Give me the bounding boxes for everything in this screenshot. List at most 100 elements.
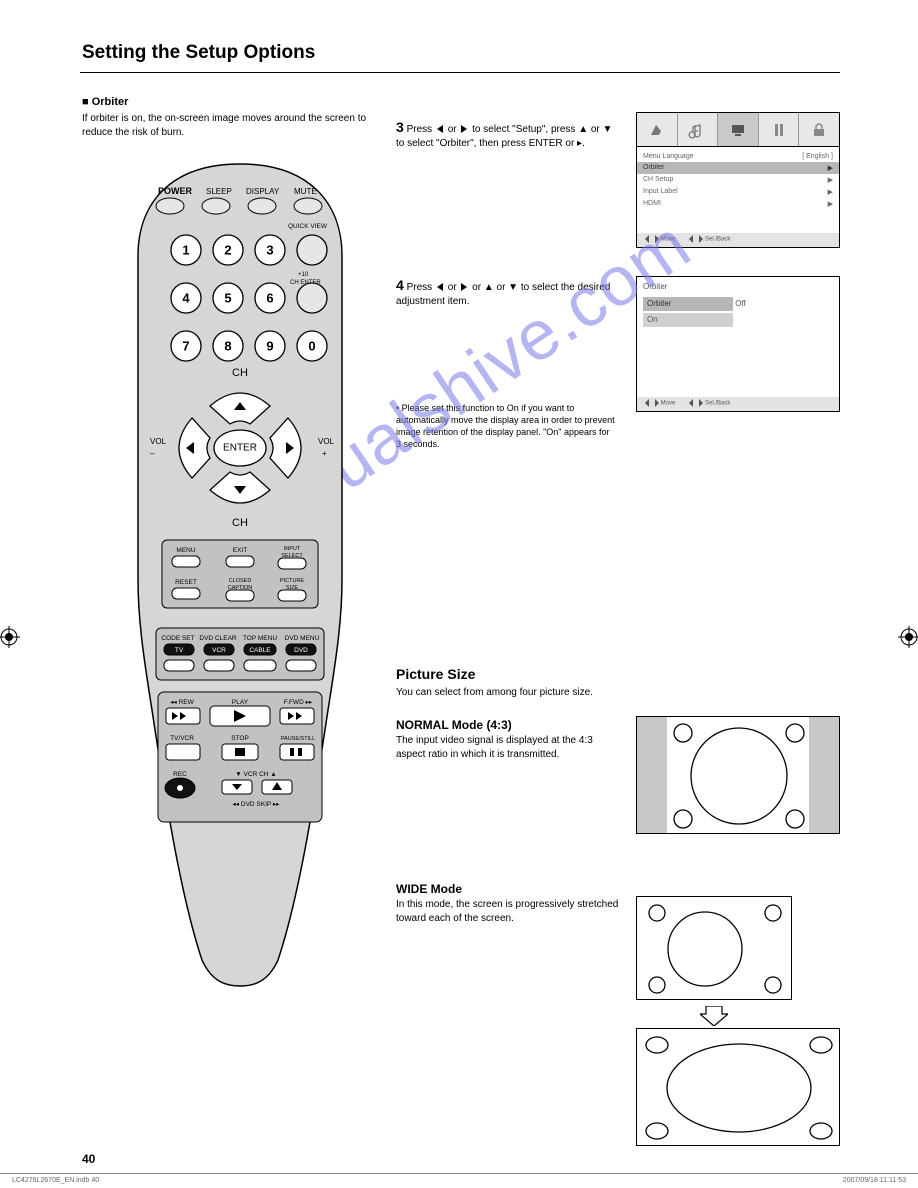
- picture-size-button[interactable]: [278, 590, 306, 601]
- exit-label: EXIT: [233, 547, 247, 554]
- vcrch-label: ▼ VCR CH ▲: [235, 771, 276, 778]
- topmenu-button[interactable]: [244, 660, 276, 671]
- quickview-button[interactable]: [297, 235, 327, 265]
- menu-tabs: [637, 113, 839, 147]
- pause-label: PAUSE/STILL: [281, 736, 315, 742]
- power-label: POWER: [158, 186, 193, 196]
- ch-bottom-label: CH: [232, 517, 248, 529]
- intro-text: If orbiter is on, the on-screen image mo…: [82, 112, 382, 139]
- registration-mark-right: [898, 626, 918, 648]
- pause-button[interactable]: [280, 744, 314, 760]
- picture-size-text: You can select from among four picture s…: [396, 686, 640, 700]
- vcr-device-label: VCR: [212, 647, 226, 654]
- stop-label: STOP: [231, 735, 249, 742]
- stop-icon: [235, 748, 245, 756]
- step-4-note: • Please set this function to On if you …: [396, 402, 616, 451]
- vol-left-label: VOL: [150, 437, 167, 446]
- footer-code: LC4276L2670E_EN.indb 40: [12, 1177, 99, 1184]
- num-6-label: 6: [266, 291, 273, 306]
- tab-sound-icon: [678, 113, 719, 146]
- tab-picture-icon: [637, 113, 678, 146]
- enter-label: ENTER: [223, 443, 257, 454]
- menu2-row-on: On: [643, 313, 733, 327]
- num-0-label: 0: [308, 339, 315, 354]
- menu2-row-orbiter: Orbiter: [643, 297, 733, 311]
- num-4-label: 4: [182, 291, 190, 306]
- tab-display-icon: [718, 113, 759, 146]
- picture-size-heading: Picture Size: [396, 666, 475, 682]
- topmenu-label: TOP MENU: [243, 635, 277, 642]
- dvdclear-label: DVD CLEAR: [199, 635, 237, 642]
- mute-button[interactable]: [294, 198, 322, 214]
- registration-mark-left: [0, 626, 20, 648]
- footer-date: 2007/09/18 11:11:53: [843, 1177, 906, 1184]
- chenter-label-1: +10: [298, 272, 309, 278]
- sleep-button[interactable]: [202, 198, 230, 214]
- quickview-label: QUICK VIEW: [288, 223, 328, 230]
- page-number: 40: [82, 1152, 95, 1166]
- vol-minus: –: [150, 449, 155, 458]
- down-arrow-icon: [700, 1006, 728, 1026]
- menu-orbiter: Orbiter Orbiter Off On Move Sel./Back: [636, 276, 840, 412]
- ffwd-label: F.FWD ▸▸: [284, 699, 313, 706]
- power-button[interactable]: [156, 198, 184, 214]
- sleep-label: SLEEP: [206, 187, 232, 196]
- display-button[interactable]: [248, 198, 276, 214]
- step-3-text-a: Press: [407, 124, 435, 135]
- chenter-button[interactable]: [297, 283, 327, 313]
- dvd-device-label: DVD: [294, 647, 308, 654]
- ch-top-label: CH: [232, 367, 248, 379]
- pause-icon: [298, 748, 302, 756]
- menu2-row-orbiter-val: Off: [735, 299, 746, 308]
- reset-label: RESET: [175, 579, 197, 586]
- mute-label: MUTE: [294, 187, 317, 196]
- num-1-label: 1: [182, 243, 189, 258]
- normal-aspect-illustration: [636, 716, 840, 834]
- menu2-footer: Move Sel./Back: [637, 397, 839, 411]
- codeset-label: CODE SET: [161, 635, 194, 642]
- step-4-text-a: Press: [407, 282, 435, 293]
- wide-mode-heading: WIDE Mode: [396, 882, 462, 896]
- num-8-label: 8: [224, 339, 231, 354]
- rec-icon: [177, 785, 183, 791]
- rew-label: ◂◂ REW: [170, 699, 194, 706]
- left-arrow-icon: [435, 282, 445, 292]
- exit-button[interactable]: [226, 556, 254, 567]
- psize-label1: PICTURE: [280, 578, 304, 584]
- menu1-footer: Move Sel./Back: [637, 233, 839, 247]
- menu-setup: Menu Language[ English ] Orbiter▶ CH Set…: [636, 112, 840, 248]
- wide-mode-text: In this mode, the screen is progressivel…: [396, 898, 622, 925]
- title-rule: [80, 72, 840, 73]
- cc-button[interactable]: [226, 590, 254, 601]
- section-label: ■ Orbiter: [82, 96, 128, 108]
- step-4: 4 Press or or ▲ or ▼ to select the desir…: [396, 276, 616, 308]
- tab-lock-icon: [799, 113, 839, 146]
- page-title: Setting the Setup Options: [82, 42, 315, 64]
- codeset-button[interactable]: [164, 660, 194, 671]
- reset-button[interactable]: [172, 588, 200, 599]
- step-4-or-a: or: [448, 282, 460, 293]
- wide-before-illustration: [636, 896, 792, 1000]
- vol-right-label: VOL: [318, 437, 335, 446]
- menu-row-orbiter: Orbiter▶: [637, 162, 839, 174]
- step-3-num: 3: [396, 119, 404, 135]
- tvvcr-button[interactable]: [166, 744, 200, 760]
- rec-label: REC: [173, 771, 187, 778]
- num-7-label: 7: [182, 339, 189, 354]
- normal-mode-heading: NORMAL Mode (4:3): [396, 718, 512, 732]
- dvdmenu-button[interactable]: [286, 660, 316, 671]
- dvdclear-button[interactable]: [204, 660, 234, 671]
- right-arrow-icon: [459, 282, 469, 292]
- menu-button[interactable]: [172, 556, 200, 567]
- wide-after-illustration: [636, 1028, 840, 1146]
- input-select-button[interactable]: [278, 558, 306, 569]
- normal-mode-text: The input video signal is displayed at t…: [396, 734, 622, 761]
- num-3-label: 3: [266, 243, 273, 258]
- input-select-label: INPUT: [284, 546, 301, 552]
- menu-label: MENU: [176, 547, 195, 554]
- left-arrow-icon: [435, 124, 445, 134]
- step-3: 3 Press or to select "Setup", press ▲ or…: [396, 118, 616, 150]
- num-9-label: 9: [266, 339, 273, 354]
- step-3-or-a: or: [448, 124, 460, 135]
- dvdmenu-label: DVD MENU: [285, 635, 320, 642]
